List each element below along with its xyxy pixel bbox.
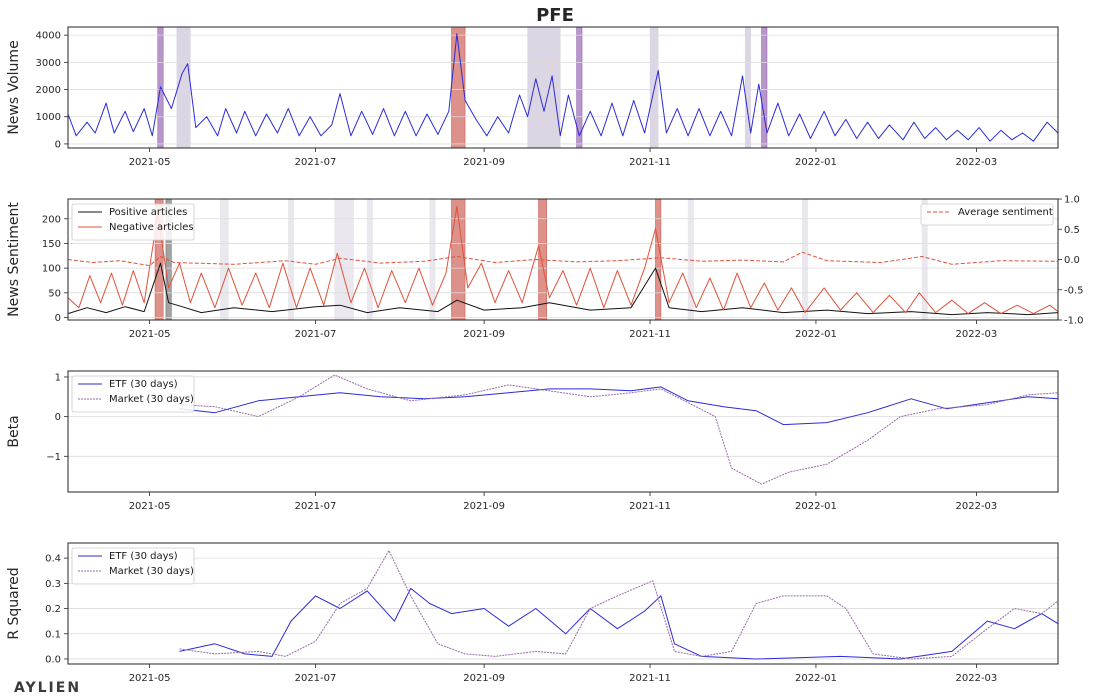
y-tick-label: 0.3: [45, 579, 61, 590]
x-tick-label: 2021-05: [129, 673, 171, 684]
series-positive-articles: [67, 262, 1059, 316]
event-region: [366, 198, 373, 321]
x-tick-label: 2021-11: [629, 157, 671, 168]
y-tick-label: 0.2: [45, 604, 61, 615]
y-tick-label: −1: [46, 452, 61, 463]
x-tick-label: 2022-01: [795, 329, 837, 340]
y-tick-label: 1: [55, 372, 61, 383]
panel-r-squared: 0.0 0.1 0.2 0.3 0.4 2021-05 2021-07 2021-09 2021…: [6, 542, 1059, 684]
x-tick-label: 2021-05: [129, 329, 171, 340]
y-tick-label: 0.1: [45, 629, 61, 640]
x-tick-label: 2022-03: [956, 329, 998, 340]
x-tick-label: 2021-07: [295, 329, 337, 340]
x-tick-label: 2021-09: [463, 673, 505, 684]
y-tick-label: 0: [55, 412, 61, 423]
y2-tick-label: 1.0: [1064, 195, 1080, 206]
y-tick-label: 0.4: [45, 554, 61, 565]
x-tick-label: 2022-03: [956, 501, 998, 512]
y-tick-label: 3000: [36, 58, 61, 69]
legend-label: ETF (30 days): [109, 551, 178, 562]
legend-box: [71, 203, 195, 241]
panel-news-sentiment: 0 50 100 150 200 -1.0 -0.5 0.0 0.5 1.0 2021-05 2021…: [6, 195, 1084, 341]
series-etf-30-days: [179, 386, 1059, 426]
series-negative-articles: [67, 205, 1059, 315]
event-region: [288, 198, 295, 321]
legend-label: Average sentiment: [958, 207, 1053, 218]
y-tick-label: 2000: [36, 85, 61, 96]
y-tick-label: 150: [42, 239, 61, 250]
legend-box: [920, 203, 1054, 226]
y-axis-label: Beta: [6, 415, 22, 447]
x-tick-label: 2021-09: [463, 329, 505, 340]
series-etf-30-days: [179, 587, 1059, 660]
x-tick-label: 2021-09: [463, 157, 505, 168]
plot-frame: [67, 542, 1059, 665]
x-tick-label: 2021-07: [295, 157, 337, 168]
x-tick-label: 2021-05: [129, 501, 171, 512]
panel-beta: −1 0 1 2021-05 2021-07 2021-09 2021-11 2022-01 2…: [6, 370, 1059, 512]
y-tick-label: 1000: [36, 112, 61, 123]
y2-tick-label: -0.5: [1064, 285, 1084, 296]
legend-label: ETF (30 days): [109, 379, 178, 390]
series-market-30-days: [179, 550, 1059, 660]
x-tick-label: 2021-11: [629, 501, 671, 512]
plot-frame: [67, 198, 1059, 321]
x-tick-label: 2022-01: [795, 673, 837, 684]
plot-frame: [67, 370, 1059, 493]
x-tick-label: 2022-03: [956, 157, 998, 168]
y-tick-label: 50: [48, 288, 61, 299]
event-region: [802, 198, 809, 321]
y2-tick-label: -1.0: [1064, 316, 1084, 327]
legend-label: Negative articles: [109, 222, 194, 233]
y-axis-label: R Squared: [6, 567, 22, 639]
x-tick-label: 2021-09: [463, 501, 505, 512]
event-region: [220, 198, 229, 321]
x-tick-label: 2021-05: [129, 157, 171, 168]
y-tick-label: 200: [42, 214, 61, 225]
y-axis-label: News Sentiment: [6, 202, 22, 317]
y-tick-label: 0.0: [45, 654, 61, 665]
y-axis-label: News Volume: [6, 40, 22, 134]
x-tick-label: 2022-03: [956, 673, 998, 684]
event-region: [176, 26, 191, 149]
y-tick-label: 0: [55, 313, 61, 324]
event-region: [527, 26, 561, 149]
y-tick-label: 4000: [36, 31, 61, 42]
x-tick-label: 2021-11: [629, 329, 671, 340]
legend-box: [71, 547, 195, 585]
series-market-30-days: [179, 374, 1059, 485]
series-news-volume: [67, 33, 1059, 142]
chart-title: PFE: [536, 5, 574, 26]
legend-label: Market (30 days): [109, 394, 194, 405]
series-average-sentiment: [67, 251, 1059, 267]
event-region: [655, 198, 662, 321]
x-tick-label: 2021-07: [295, 673, 337, 684]
x-tick-label: 2021-11: [629, 673, 671, 684]
panel-news-volume: 0 1000 2000 3000 4000 2021-05 2021-07 2021-09 20…: [6, 26, 1059, 168]
y-tick-label: 0: [55, 139, 61, 150]
x-tick-label: 2022-01: [795, 157, 837, 168]
event-region: [687, 198, 694, 321]
legend-label: Positive articles: [109, 207, 187, 218]
legend-box: [71, 375, 195, 413]
y2-tick-label: 0.5: [1064, 225, 1080, 236]
y-tick-label: 100: [42, 264, 61, 275]
plot-frame: [67, 26, 1059, 149]
legend-label: Market (30 days): [109, 566, 194, 577]
aylien-logo: AYLIEN: [14, 680, 81, 696]
x-tick-label: 2022-01: [795, 501, 837, 512]
y2-tick-label: 0.0: [1064, 255, 1080, 266]
x-tick-label: 2021-07: [295, 501, 337, 512]
